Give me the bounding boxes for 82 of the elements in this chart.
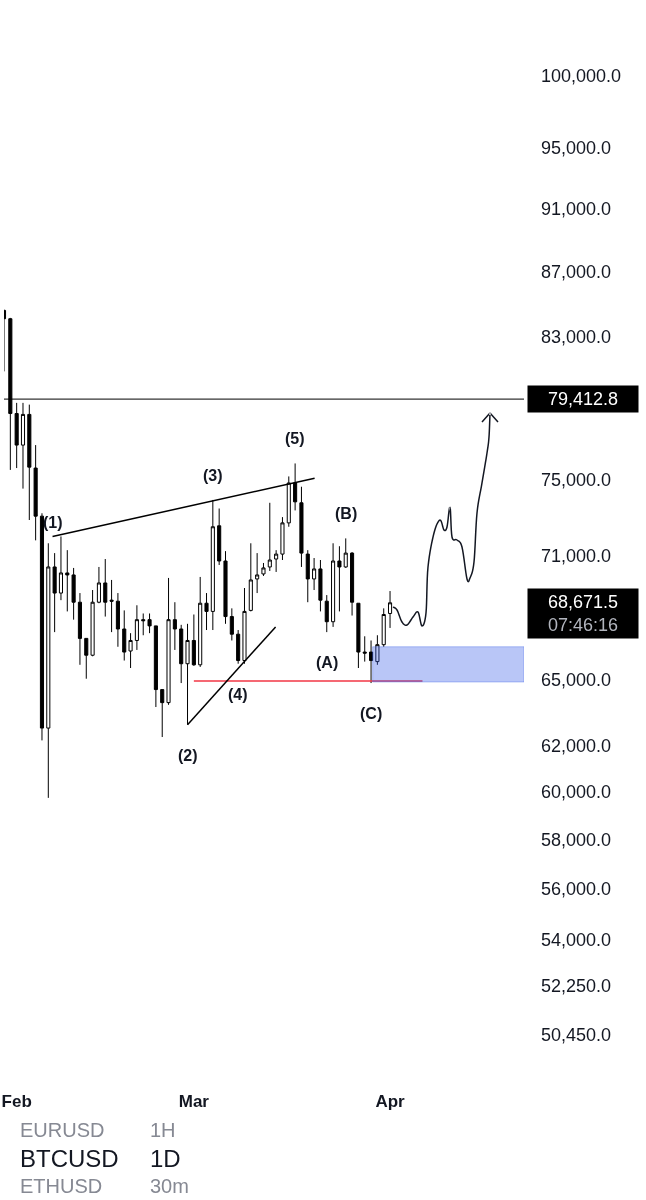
candlestick xyxy=(248,542,253,612)
candlestick xyxy=(305,549,310,603)
candlestick xyxy=(160,689,165,738)
candlestick xyxy=(267,502,272,572)
text: 1H xyxy=(150,1119,176,1141)
candlestick xyxy=(65,549,70,612)
candlestick xyxy=(362,635,367,663)
y-tick-label: 83,000.0 xyxy=(541,327,612,348)
y-tick-label: 75,000.0 xyxy=(541,469,612,490)
candlestick xyxy=(191,614,196,667)
candlestick xyxy=(90,589,95,657)
candlestick xyxy=(115,592,120,648)
candlestick xyxy=(198,576,203,668)
candlestick xyxy=(109,579,114,633)
annotation: (2) xyxy=(178,747,198,764)
candlestick xyxy=(280,516,285,561)
y-tick-label: 95,000.0 xyxy=(541,138,612,159)
candlestick xyxy=(77,592,82,666)
y-tick-label: 58,000.0 xyxy=(541,829,612,850)
candlestick xyxy=(350,551,355,617)
candlestick xyxy=(381,607,386,648)
y-tick-label: 62,000.0 xyxy=(541,736,612,757)
candlestick xyxy=(369,639,374,684)
candlestick xyxy=(103,558,108,618)
annotation: (3) xyxy=(203,467,223,484)
candlestick xyxy=(387,590,393,629)
candlestick xyxy=(356,602,361,669)
annotation: (4) xyxy=(228,686,248,703)
text: 1D xyxy=(150,1145,181,1172)
y-tick-label: 65,000.0 xyxy=(541,670,612,691)
candlestick xyxy=(236,629,241,665)
candlestick xyxy=(312,557,317,591)
candlestick xyxy=(229,607,234,641)
candlestick xyxy=(204,592,209,631)
y-tick-label: 50,450.0 xyxy=(541,1025,612,1046)
candlestick xyxy=(153,625,158,708)
candlestick xyxy=(261,562,266,577)
x-tick-label: Feb xyxy=(1,1092,32,1111)
y-tick-label: 87,000.0 xyxy=(541,261,612,282)
candlestick xyxy=(318,559,323,612)
candlestick xyxy=(134,604,139,651)
candlestick xyxy=(172,601,177,651)
text: ETHUSD xyxy=(20,1175,103,1197)
ref-line-label: 79,412.8 xyxy=(547,389,619,409)
x-tick-label: Apr xyxy=(375,1092,406,1111)
candlestick xyxy=(166,577,171,706)
candlestick xyxy=(274,549,279,573)
y-tick-label: 100,000.0 xyxy=(541,66,622,87)
annotation: (B) xyxy=(335,505,358,522)
candlestick xyxy=(71,567,76,621)
y-tick-label: 91,000.0 xyxy=(541,198,612,219)
candlestick xyxy=(223,550,228,625)
candlestick xyxy=(122,609,127,662)
candlestick xyxy=(331,542,336,628)
candlestick xyxy=(20,402,26,490)
y-tick-label: 71,000.0 xyxy=(541,546,612,567)
text: BTCUSD xyxy=(20,1145,119,1172)
y-tick-label: 52,250.0 xyxy=(541,976,612,997)
candlestick xyxy=(84,637,89,680)
text: 30m xyxy=(150,1175,189,1197)
candlestick xyxy=(147,612,152,634)
x-tick-label: Mar xyxy=(178,1092,210,1111)
candlestick xyxy=(299,486,304,568)
annotation: (A) xyxy=(316,654,339,671)
y-tick-label: 56,000.0 xyxy=(541,879,612,900)
annotation: (5) xyxy=(285,430,305,447)
candlestick xyxy=(96,566,101,604)
candlestick xyxy=(375,634,380,666)
annotation: (C) xyxy=(360,705,383,722)
candlestick xyxy=(128,632,133,669)
candlestick xyxy=(217,508,222,566)
y-tick-label: 54,000.0 xyxy=(541,929,612,950)
text: 68,671.5 07:46:16 xyxy=(547,592,619,636)
candlestick xyxy=(337,545,342,612)
candlestick xyxy=(39,512,45,741)
candlestick xyxy=(179,624,184,684)
candlestick xyxy=(343,537,348,569)
candlestick xyxy=(255,552,260,594)
candlestick xyxy=(141,612,146,636)
candlestick xyxy=(324,594,329,633)
text: EURUSD xyxy=(20,1119,105,1141)
y-tick-label: 60,000.0 xyxy=(541,782,612,803)
